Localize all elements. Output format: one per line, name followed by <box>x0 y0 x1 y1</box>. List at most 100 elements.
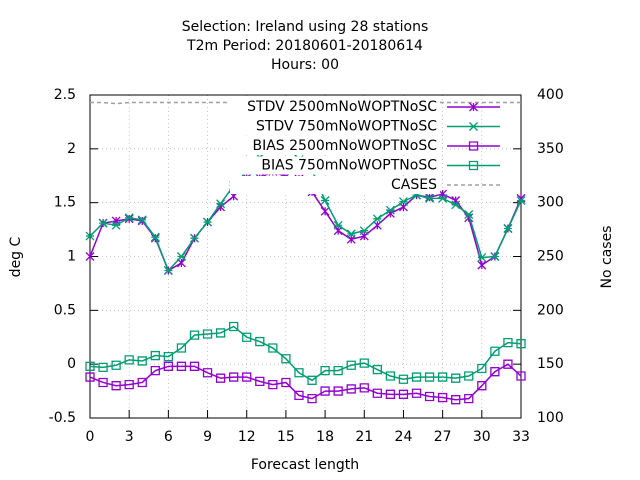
legend-label: STDV 2500mNoWOPTNoSC <box>247 99 437 115</box>
y-tick-label: 2.5 <box>54 87 76 103</box>
y2-axis-label: No cases <box>599 226 615 289</box>
legend-marker <box>468 160 479 171</box>
data-point <box>294 390 304 401</box>
data-point <box>437 392 448 403</box>
data-point <box>346 384 356 394</box>
data-point <box>98 362 108 373</box>
data-point <box>124 379 134 390</box>
data-point <box>372 214 382 224</box>
data-point <box>424 372 435 382</box>
data-point <box>190 233 199 243</box>
data-point <box>124 213 134 223</box>
legend-label: CASES <box>391 177 437 193</box>
data-point <box>490 367 500 377</box>
data-point <box>425 193 435 203</box>
x-axis-label: Forecast length <box>251 457 359 473</box>
data-point <box>229 372 239 382</box>
data-point <box>137 356 147 366</box>
data-point <box>124 214 134 224</box>
legend-bg <box>230 176 440 194</box>
data-point <box>516 339 526 349</box>
x-tick-label: 0 <box>86 429 95 445</box>
data-point <box>359 383 369 393</box>
data-point <box>111 220 121 230</box>
data-point <box>320 206 330 216</box>
y-tick-label: -0.5 <box>49 410 76 426</box>
data-point <box>216 199 226 209</box>
series-line <box>89 363 522 401</box>
title-line: T2m Period: 20180601-20180614 <box>186 38 423 54</box>
data-point <box>229 321 239 332</box>
data-point <box>98 377 108 388</box>
data-point <box>150 232 160 242</box>
data-point <box>203 217 213 227</box>
data-point <box>307 375 317 385</box>
data-point <box>176 252 186 261</box>
data-point <box>163 351 174 362</box>
data-point <box>372 220 382 230</box>
x-tick-label: 30 <box>473 429 491 445</box>
data-point <box>451 373 461 383</box>
data-point <box>85 372 95 382</box>
data-point <box>385 371 396 381</box>
y-tick-label: 1 <box>67 249 76 265</box>
x-tick-label: 9 <box>203 429 212 445</box>
legend-bg <box>230 117 440 136</box>
data-point <box>398 374 409 384</box>
data-point <box>346 360 356 370</box>
legend-marker <box>468 141 479 151</box>
data-point <box>516 371 526 381</box>
data-point <box>255 376 265 387</box>
legend-label: BIAS 750mNoWOPTNoSC <box>261 158 437 174</box>
data-point <box>294 368 304 378</box>
data-point <box>320 196 330 205</box>
data-point <box>425 192 435 202</box>
x-tick-label: 21 <box>355 429 373 445</box>
data-point <box>111 381 121 391</box>
x-tick-label: 3 <box>125 429 134 445</box>
data-point <box>385 389 396 399</box>
data-point <box>346 229 356 239</box>
data-point <box>281 377 291 388</box>
y-axis-label: deg C <box>8 236 24 277</box>
data-point <box>268 343 278 353</box>
y2-tick-label: 250 <box>537 249 564 265</box>
data-point <box>451 200 461 210</box>
y2-tick-label: 100 <box>537 410 564 426</box>
data-point <box>477 253 487 263</box>
data-point <box>411 388 422 398</box>
x-tick-label: 33 <box>512 429 530 445</box>
x-tick-label: 18 <box>316 429 334 445</box>
data-point <box>477 381 487 391</box>
data-point <box>503 224 513 233</box>
data-point <box>124 355 134 365</box>
data-point <box>242 372 252 382</box>
data-point <box>85 361 95 371</box>
data-point <box>372 364 382 375</box>
legend-label: BIAS 2500mNoWOPTNoSC <box>252 138 437 154</box>
data-point <box>307 393 317 404</box>
data-point <box>242 332 252 342</box>
legend-label: STDV 750mNoWOPTNoSC <box>256 119 437 135</box>
data-point <box>385 205 395 215</box>
data-point <box>176 343 187 353</box>
title-line: Selection: Ireland using 28 stations <box>182 19 429 35</box>
x-tick-label: 27 <box>434 429 452 445</box>
x-tick-label: 12 <box>238 429 256 445</box>
data-point <box>333 386 343 396</box>
legend-bg <box>230 156 440 175</box>
data-point <box>150 365 160 376</box>
x-tick-label: 6 <box>164 429 173 445</box>
data-point <box>215 373 226 383</box>
data-point <box>98 218 108 228</box>
data-point <box>372 388 382 398</box>
data-point <box>359 358 369 368</box>
data-point <box>215 328 226 338</box>
data-point <box>333 365 343 376</box>
data-point <box>163 361 174 371</box>
data-point <box>163 266 173 275</box>
data-point <box>398 197 408 207</box>
y2-tick-label: 300 <box>537 195 564 211</box>
data-point <box>333 220 343 230</box>
y-tick-label: 2 <box>67 141 76 157</box>
